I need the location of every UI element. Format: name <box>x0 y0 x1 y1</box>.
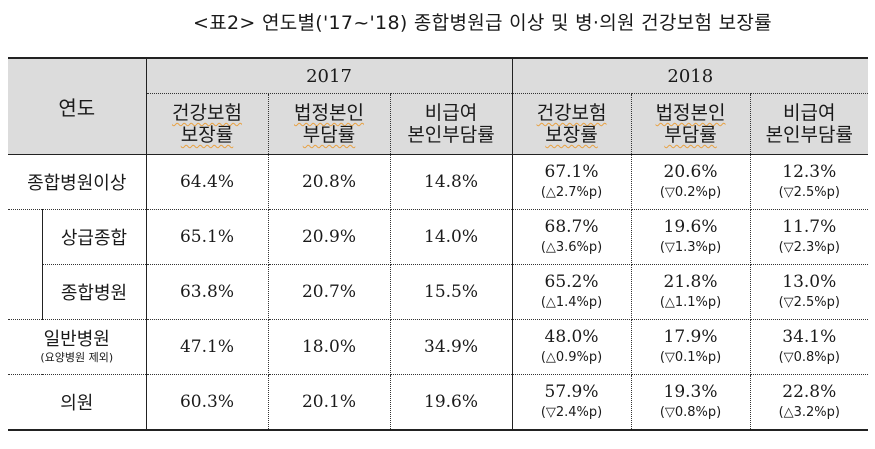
cell-value: 34.1% (▽0.8%p) <box>750 319 869 375</box>
table-row: 종합병원이상 64.4% 20.8% 14.8% 67.1% (△2.7%p) 2… <box>8 154 869 210</box>
cell-value: 47.1% <box>146 319 269 375</box>
table-row: 의원 60.3% 20.1% 19.6% 57.9% (▽2.4%p) 19.3%… <box>8 374 869 431</box>
header-year-2017: 2017 <box>146 57 513 94</box>
header-year-2018: 2018 <box>512 57 869 94</box>
row-sublabel: (요양병원 제외) <box>40 351 114 364</box>
row-label: 종합병원 <box>42 264 147 320</box>
cell-value: 22.8% (△3.2%p) <box>750 374 869 431</box>
header-col-statutory-2017: 법정본인 부담률 <box>268 93 391 155</box>
cell-value: 17.9% (▽0.1%p) <box>631 319 751 375</box>
cell-value: 15.5% <box>390 264 513 320</box>
cell-value: 13.0% (▽2.5%p) <box>750 264 869 320</box>
table-row: 상급종합 65.1% 20.9% 14.0% 68.7% (△3.6%p) 19.… <box>8 209 869 265</box>
cell-value: 63.8% <box>146 264 269 320</box>
cell-value: 19.6% (▽1.3%p) <box>631 209 751 265</box>
cell-value: 21.8% (△1.1%p) <box>631 264 751 320</box>
cell-value: 14.0% <box>390 209 513 265</box>
header-col-coverage-2018: 건강보험 보장률 <box>512 93 632 155</box>
cell-value: 60.3% <box>146 374 269 431</box>
cell-value: 64.4% <box>146 154 269 210</box>
cell-value: 20.8% <box>268 154 391 210</box>
row-label: 상급종합 <box>42 209 147 265</box>
cell-value: 67.1% (△2.7%p) <box>512 154 632 210</box>
cell-value: 12.3% (▽2.5%p) <box>750 154 869 210</box>
cell-value: 20.7% <box>268 264 391 320</box>
table-row: 종합병원 63.8% 20.7% 15.5% 65.2% (△1.4%p) 21.… <box>8 264 869 320</box>
cell-value: 20.6% (▽0.2%p) <box>631 154 751 210</box>
header-col-noncovered-2017: 비급여 본인부담률 <box>390 93 513 155</box>
cell-value: 34.9% <box>390 319 513 375</box>
indent-spacer <box>8 264 43 320</box>
indent-spacer <box>8 209 43 265</box>
cell-value: 68.7% (△3.6%p) <box>512 209 632 265</box>
cell-value: 19.3% (▽0.8%p) <box>631 374 751 431</box>
table-row: 일반병원 (요양병원 제외) 47.1% 18.0% 34.9% 48.0% (△0… <box>8 319 869 375</box>
cell-value: 57.9% (▽2.4%p) <box>512 374 632 431</box>
header-row-label: 연도 <box>8 57 147 155</box>
cell-value: 14.8% <box>390 154 513 210</box>
table-caption: <표2> 연도별('17~'18) 종합병원급 이상 및 병·의원 건강보험 보… <box>193 12 772 34</box>
header-col-statutory-2018: 법정본인 부담률 <box>631 93 751 155</box>
cell-value: 18.0% <box>268 319 391 375</box>
cell-value: 19.6% <box>390 374 513 431</box>
cell-value: 11.7% (▽2.3%p) <box>750 209 869 265</box>
coverage-table: 연도 2017 2018 건강보험 보장률 법정본인 부담률 비급여 본인부담률 건강… <box>8 57 869 431</box>
cell-value: 65.2% (△1.4%p) <box>512 264 632 320</box>
cell-value: 48.0% (△0.9%p) <box>512 319 632 375</box>
row-label: 의원 <box>8 374 147 431</box>
row-label: 종합병원이상 <box>8 154 147 210</box>
cell-value: 20.9% <box>268 209 391 265</box>
header-col-coverage-2017: 건강보험 보장률 <box>146 93 269 155</box>
cell-value: 65.1% <box>146 209 269 265</box>
row-label: 일반병원 (요양병원 제외) <box>8 319 147 375</box>
header-col-noncovered-2018: 비급여 본인부담률 <box>750 93 869 155</box>
cell-value: 20.1% <box>268 374 391 431</box>
